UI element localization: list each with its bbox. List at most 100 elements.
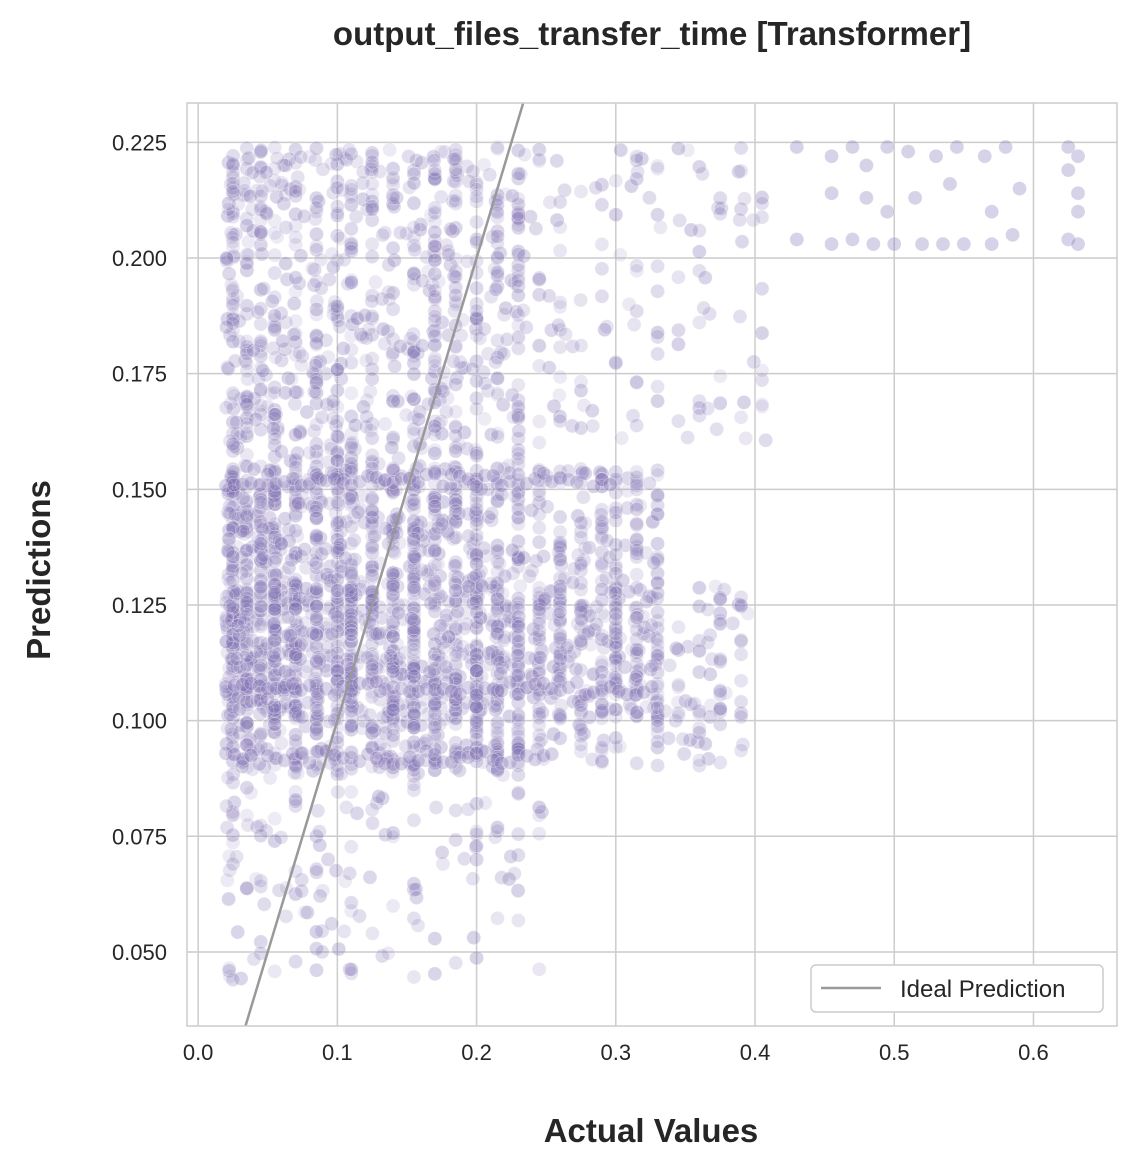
data-point [671, 677, 686, 693]
data-point [239, 420, 255, 436]
data-point [406, 755, 422, 771]
data-point [510, 407, 526, 423]
data-point [312, 652, 328, 667]
data-point [239, 262, 255, 278]
data-point [230, 924, 246, 940]
data-point [433, 413, 449, 429]
data-point [422, 283, 437, 298]
x-axis-label: Actual Values [544, 1112, 759, 1149]
data-point [239, 256, 255, 271]
data-point [364, 249, 380, 265]
data-point [490, 470, 505, 485]
data-point [329, 156, 345, 172]
data-point [294, 883, 310, 899]
data-point [492, 617, 508, 632]
data-point [288, 545, 303, 561]
data-point [490, 728, 505, 744]
data-point [949, 139, 965, 155]
data-point [273, 699, 288, 715]
data-point [233, 609, 249, 625]
data-point [225, 414, 241, 430]
data-point [251, 741, 267, 756]
data-point [309, 726, 324, 742]
data-point [431, 273, 446, 289]
data-point [477, 795, 493, 811]
data-point [364, 492, 380, 508]
data-point [239, 656, 255, 672]
data-point [427, 204, 443, 220]
data-point [392, 225, 408, 241]
data-point [329, 758, 345, 773]
data-point [256, 896, 272, 912]
data-point [510, 446, 526, 461]
data-point [343, 592, 359, 608]
data-point [608, 658, 624, 673]
data-point [273, 305, 289, 321]
data-point [448, 676, 464, 692]
data-point [309, 226, 324, 242]
data-point [573, 184, 589, 199]
data-point [239, 715, 255, 731]
data-point [312, 837, 328, 853]
data-point [299, 905, 315, 920]
data-point [608, 626, 624, 641]
data-point [343, 565, 359, 581]
data-point [608, 547, 624, 563]
data-point [385, 170, 401, 186]
data-point [865, 236, 881, 252]
data-point [225, 282, 240, 298]
data-point [441, 247, 456, 263]
data-point [297, 542, 313, 557]
data-point [608, 730, 624, 746]
data-point [287, 623, 302, 638]
data-point [427, 489, 443, 505]
data-point [364, 430, 380, 446]
data-point [344, 489, 360, 505]
data-point [552, 194, 568, 210]
data-point [505, 542, 521, 558]
data-point [359, 409, 375, 424]
data-point [241, 403, 257, 419]
data-point [267, 140, 283, 155]
data-point [288, 465, 303, 481]
data-point [268, 406, 284, 422]
data-point [469, 296, 484, 312]
data-point [474, 742, 489, 758]
data-point [531, 800, 547, 815]
data-point [329, 173, 345, 189]
data-point [406, 812, 422, 828]
data-point [585, 418, 601, 434]
data-point [253, 224, 269, 240]
data-point [427, 442, 443, 458]
data-point [416, 736, 432, 751]
data-point [427, 214, 443, 230]
data-point [221, 155, 236, 171]
data-point [427, 336, 443, 352]
data-point [329, 526, 345, 542]
data-point [385, 345, 401, 361]
data-point [269, 229, 285, 245]
data-point [427, 239, 443, 255]
data-point [223, 277, 239, 293]
data-point [364, 447, 380, 463]
data-point [253, 144, 269, 159]
data-point [293, 637, 309, 652]
data-point [225, 156, 241, 172]
data-point [469, 174, 484, 190]
data-point [385, 614, 401, 630]
data-point [406, 586, 422, 602]
data-point [406, 969, 422, 985]
data-point [309, 674, 324, 690]
data-point [433, 189, 449, 205]
data-point [490, 820, 505, 835]
data-point [484, 644, 500, 659]
data-point [531, 615, 547, 631]
data-point [453, 327, 469, 343]
data-point [575, 489, 591, 505]
data-point [448, 492, 464, 508]
data-point [469, 353, 484, 369]
data-point [427, 233, 443, 248]
data-point [254, 183, 270, 199]
data-point [221, 266, 237, 282]
data-point [448, 487, 464, 503]
